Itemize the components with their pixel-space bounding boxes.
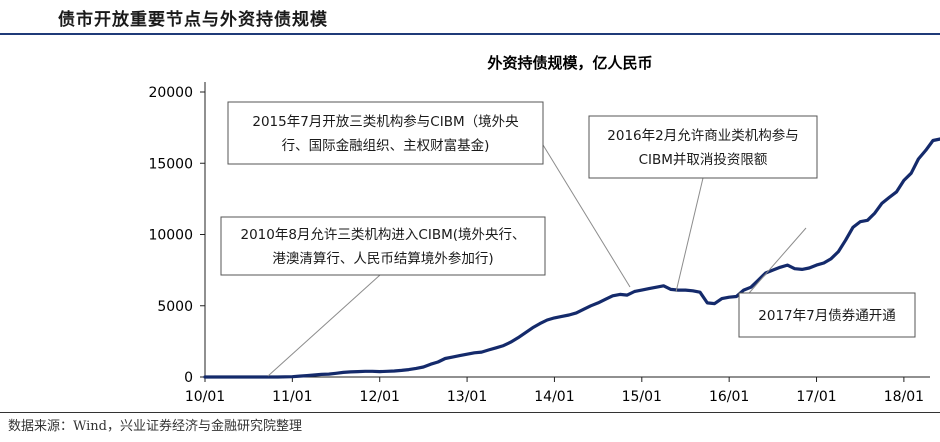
- y-tick-label: 15000: [148, 156, 193, 172]
- annotation-box: [738, 292, 916, 338]
- footer-divider: [0, 412, 940, 413]
- annotation-leader-line: [267, 274, 381, 377]
- x-tick-label: 16/01: [709, 389, 749, 405]
- annotation-text: 港澳清算行、人民币结算境外参加行): [272, 250, 493, 267]
- x-tick-label: 17/01: [796, 389, 836, 405]
- x-tick-label: 12/01: [360, 389, 400, 405]
- annotation-text: 2010年8月允许三类机构进入CIBM(境外央行、: [240, 227, 525, 243]
- chart-title: 外资持债规模，亿人民币: [486, 54, 652, 72]
- x-tick-label: 11/01: [272, 389, 312, 405]
- annotation-box: [220, 216, 546, 276]
- annotation-leader-line: [742, 227, 807, 301]
- x-tick-label: 14/01: [534, 389, 574, 405]
- annotation-3: 2017年7月债券通开通: [738, 227, 916, 338]
- series-line-0: [203, 137, 940, 379]
- annotation-0: 2010年8月允许三类机构进入CIBM(境外央行、港澳清算行、人民币结算境外参加…: [220, 216, 546, 377]
- x-tick-label: 15/01: [622, 389, 662, 405]
- annotation-box: [588, 115, 818, 179]
- source-note: 数据来源：Wind，兴业证券经济与金融研究院整理: [8, 419, 302, 434]
- annotation-1: 2015年7月开放三类机构参与CIBM（境外央行、国际金融组织、主权财富基金): [227, 101, 631, 288]
- annotation-text: CIBM并取消投资限额: [639, 152, 768, 168]
- y-tick-label: 0: [184, 370, 193, 386]
- x-tick-label: 18/01: [884, 389, 924, 405]
- page-title: 债市开放重要节点与外资持债规模: [58, 10, 328, 30]
- y-tick-label: 10000: [148, 228, 193, 244]
- y-tick-label: 5000: [157, 299, 193, 315]
- header-divider: [0, 33, 940, 35]
- annotation-text: 2015年7月开放三类机构参与CIBM（境外央: [252, 113, 519, 130]
- annotation-text: 2017年7月债券通开通: [758, 308, 896, 324]
- annotation-leader-line: [539, 139, 631, 288]
- x-tick-label: 13/01: [447, 389, 487, 405]
- annotation-2: 2016年2月允许商业类机构参与 CIBM并取消投资限额: [588, 115, 818, 293]
- annotation-leader-line: [675, 177, 704, 293]
- line-chart: 外资持债规模，亿人民币 0 5000 10000 15000 20000 10/01 11/…: [148, 54, 940, 405]
- annotation-text: 2016年2月允许商业类机构参与: [607, 127, 798, 144]
- y-tick-label: 20000: [148, 85, 193, 101]
- annotation-text: 行、国际金融组织、主权财富基金): [282, 137, 490, 154]
- annotation-box: [227, 101, 544, 165]
- x-tick-label: 10/01: [185, 389, 225, 405]
